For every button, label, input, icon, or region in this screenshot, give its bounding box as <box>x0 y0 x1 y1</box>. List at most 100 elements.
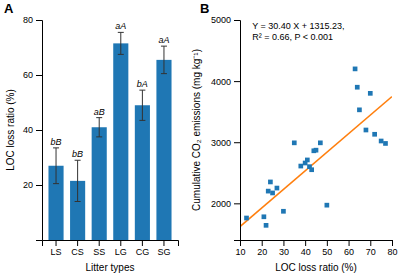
tick-label: 5000 <box>211 15 231 25</box>
point <box>281 209 286 214</box>
tick-mark <box>283 240 284 246</box>
point <box>266 189 271 194</box>
annotation: aA <box>158 35 169 45</box>
point <box>357 107 362 112</box>
panel-label: A <box>4 1 14 16</box>
tick-label: 40 <box>301 247 311 257</box>
point <box>298 164 303 169</box>
annotation: bB <box>51 137 62 147</box>
tick-mark <box>327 240 328 246</box>
error-bar <box>161 46 167 74</box>
bar <box>92 127 107 240</box>
tick: 60 <box>23 70 42 80</box>
tick-mark <box>36 75 42 76</box>
tick: 50 <box>322 240 332 257</box>
tick: 70 <box>366 240 376 257</box>
point <box>262 214 267 219</box>
point <box>292 140 297 145</box>
tick: 40 <box>301 240 311 257</box>
regression-line <box>240 97 392 227</box>
error-bar <box>96 118 102 137</box>
plot-area <box>240 67 392 228</box>
point <box>355 85 360 90</box>
error-bar <box>75 160 81 201</box>
tick: 2000 <box>211 199 240 209</box>
tick: 10 <box>235 240 245 257</box>
bar <box>156 60 171 240</box>
tick-label: 30 <box>279 247 289 257</box>
point <box>305 158 310 163</box>
point <box>314 148 319 153</box>
annotation: aA <box>115 21 126 31</box>
axis-line <box>43 241 179 247</box>
tick: 5000 <box>211 15 240 25</box>
tick-label: 10 <box>235 247 245 257</box>
tick-label: 50 <box>322 247 332 257</box>
x-axis-title: LOC loss ratio (%) <box>275 262 357 273</box>
panel: Y = 30.40 X + 1315.23,R² = 0.66, P < 0.0… <box>191 15 398 273</box>
y-axis: 2000 3000 4000 5000 <box>211 15 241 240</box>
point <box>325 203 330 208</box>
chart: bBbBaBaAbAaALSCSSSLGCGSG20406080Litter t… <box>0 0 400 279</box>
point <box>368 91 373 96</box>
x-axis: 1020304050607080 <box>235 240 397 257</box>
tick-mark <box>36 130 42 131</box>
y-axis: 20 40 60 80 <box>23 15 43 240</box>
tick-mark <box>234 20 240 21</box>
tick-mark <box>349 240 350 246</box>
tick-label: SS <box>93 247 105 257</box>
error-bar <box>53 148 59 184</box>
tick: 4000 <box>211 76 240 86</box>
tick-mark <box>305 240 306 246</box>
tick: SS <box>93 240 105 257</box>
tick-mark <box>370 240 371 246</box>
tick-label: 70 <box>366 247 376 257</box>
tick-label: SG <box>157 247 170 257</box>
tick-label: 3000 <box>211 138 231 148</box>
point <box>318 140 323 145</box>
tick: LG <box>115 240 127 257</box>
point <box>270 191 275 196</box>
tick-label: 60 <box>344 247 354 257</box>
tick-label: CS <box>71 247 84 257</box>
tick: 30 <box>279 240 289 257</box>
annotation: aB <box>94 107 105 117</box>
tick-mark <box>142 240 143 246</box>
tick-mark <box>163 240 164 246</box>
point <box>379 139 384 144</box>
plot-area <box>48 32 171 240</box>
tick: 80 <box>23 15 42 25</box>
tick-label: CG <box>136 247 150 257</box>
tick: 20 <box>23 180 42 190</box>
annotation: bA <box>137 79 148 89</box>
tick-mark <box>234 81 240 82</box>
tick-label: LG <box>115 247 127 257</box>
tick-mark <box>392 240 393 246</box>
tick: 60 <box>344 240 354 257</box>
point <box>264 223 269 228</box>
tick: 3000 <box>211 138 240 148</box>
error-bar <box>118 32 124 54</box>
point <box>309 167 314 172</box>
point <box>275 186 280 191</box>
tick-mark <box>120 240 121 246</box>
tick: 40 <box>23 125 42 135</box>
tick-mark <box>262 240 263 246</box>
point <box>353 67 358 72</box>
point <box>372 132 377 137</box>
tick: SG <box>157 240 170 257</box>
tick-mark <box>234 142 240 143</box>
tick: LS <box>51 240 62 257</box>
annotation: R² = 0.66, P < 0.001 <box>252 32 333 42</box>
point <box>268 180 273 185</box>
tick-mark <box>36 185 42 186</box>
x-axis-title: Litter types <box>86 262 135 273</box>
tick-mark <box>36 20 42 21</box>
tick-mark <box>234 203 240 204</box>
x-axis: LS CS SS LG CG SG <box>43 240 179 257</box>
tick-mark <box>77 240 78 246</box>
point <box>364 128 369 133</box>
panel-label: B <box>200 1 209 16</box>
tick: CS <box>71 240 84 257</box>
tick-label: 2000 <box>211 199 231 209</box>
